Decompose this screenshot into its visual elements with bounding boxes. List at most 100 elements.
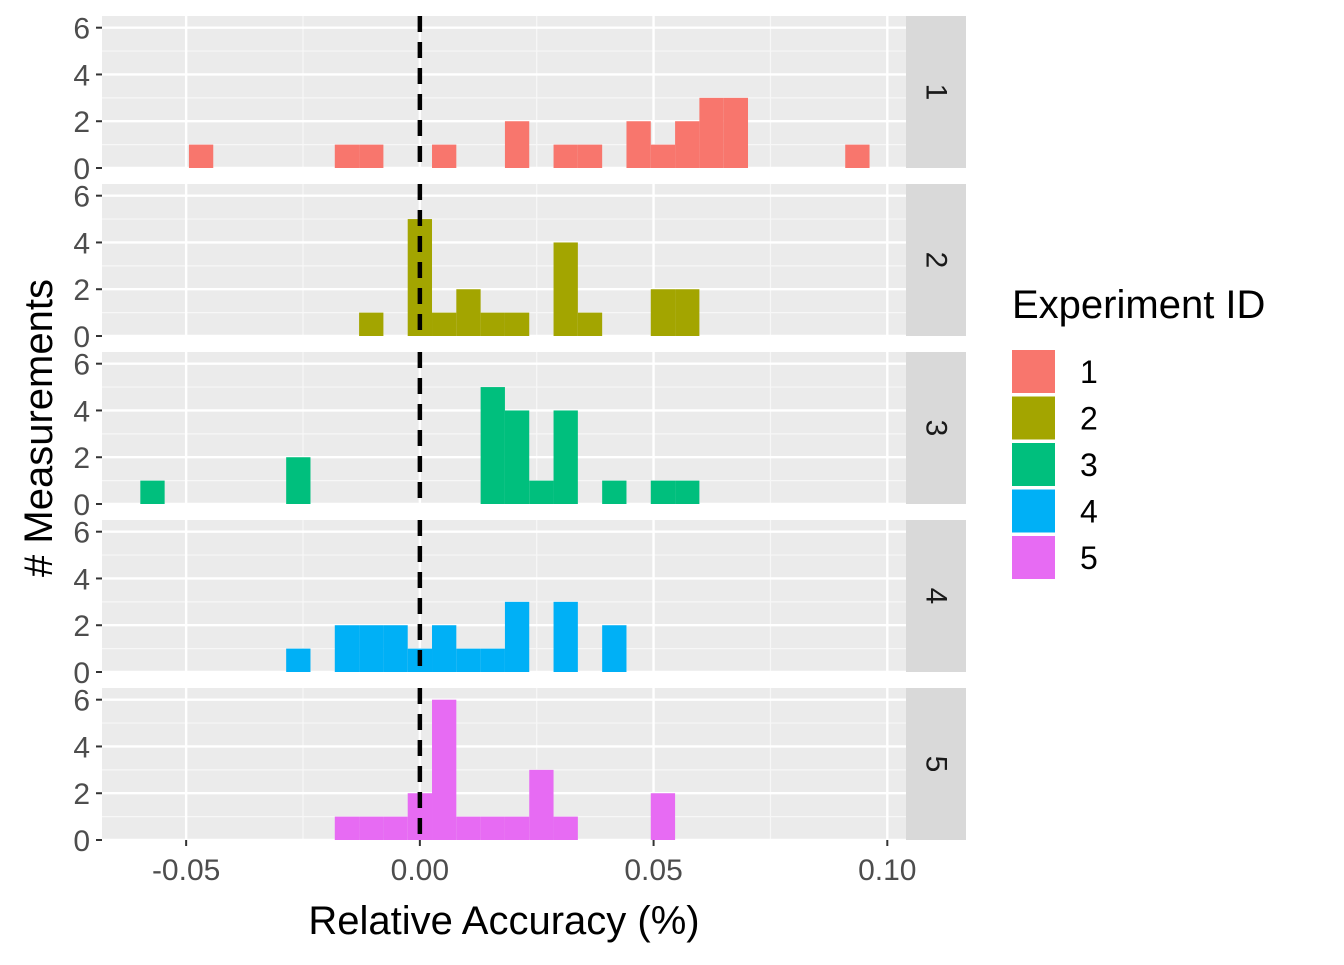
y-tick-label: 2	[73, 442, 90, 475]
histogram-bar-3	[286, 457, 311, 504]
histogram-bar-3	[504, 410, 530, 504]
panel-background-1	[102, 16, 906, 168]
histogram-bar-5	[432, 699, 457, 840]
histogram-bar-2	[432, 312, 457, 336]
facet-strip-3	[906, 352, 966, 504]
histogram-bar-3	[675, 480, 700, 504]
histogram-bar-5	[456, 816, 481, 840]
facet-strip-label: 2	[920, 252, 953, 269]
histogram-bar-5	[359, 816, 384, 840]
y-tick-label: 0	[73, 489, 90, 522]
panel-background-4	[102, 520, 906, 672]
y-tick-label: 6	[73, 349, 90, 382]
y-tick-label: 6	[73, 13, 90, 46]
histogram-bar-3	[480, 387, 505, 504]
y-tick-label: 2	[73, 778, 90, 811]
y-axis-title: # Measurements	[17, 279, 61, 577]
histogram-bar-1	[577, 144, 603, 168]
panel-background-2	[102, 184, 906, 336]
y-tick-label: 4	[73, 731, 90, 764]
y-tick-label: 4	[73, 59, 90, 92]
histogram-bar-1	[432, 144, 457, 168]
x-tick-label: 0.05	[624, 854, 682, 887]
y-tick-label: 4	[73, 563, 90, 596]
histogram-bar-4	[334, 625, 360, 672]
y-tick-label: 0	[73, 825, 90, 858]
histogram-bar-5	[383, 816, 408, 840]
facet-strip-2	[906, 184, 966, 336]
facet-strip-1	[906, 16, 966, 168]
histogram-bar-1	[845, 144, 870, 168]
facet-strip-label: 4	[920, 588, 953, 605]
histogram-bar-1	[723, 97, 749, 168]
x-axis-title: Relative Accuracy (%)	[308, 899, 699, 943]
facet-strip-label: 1	[920, 84, 953, 101]
histogram-bar-2	[504, 312, 530, 336]
y-tick-label: 2	[73, 106, 90, 139]
histogram-bar-2	[553, 242, 578, 336]
y-tick-label: 6	[73, 685, 90, 718]
histogram-bar-1	[675, 121, 700, 168]
legend-key-1	[1012, 350, 1055, 393]
histogram-bar-4	[359, 625, 384, 672]
histogram-bar-1	[699, 97, 724, 168]
histogram-bar-1	[650, 144, 676, 168]
histogram-bar-2	[480, 312, 505, 336]
histogram-bar-2	[359, 312, 384, 336]
y-tick-label: 6	[73, 181, 90, 214]
histogram-bar-5	[480, 816, 505, 840]
histogram-bar-4	[383, 625, 408, 672]
legend-key-2	[1012, 396, 1055, 440]
histogram-bar-3	[553, 410, 578, 504]
histogram-bar-5	[504, 816, 530, 840]
histogram-bar-3	[140, 480, 165, 504]
histogram-bar-2	[675, 289, 700, 336]
histogram-bar-1	[626, 121, 651, 168]
y-tick-label: 0	[73, 153, 90, 186]
legend-label: 4	[1080, 494, 1098, 530]
facet-strip-4	[906, 520, 966, 672]
histogram-bar-1	[553, 144, 578, 168]
facet-strip-5	[906, 688, 966, 840]
histogram-bar-4	[553, 601, 578, 672]
histogram-bar-4	[602, 625, 627, 672]
histogram-bar-5	[650, 793, 676, 840]
histogram-bar-1	[504, 121, 530, 168]
x-tick-label: 0.10	[858, 854, 916, 887]
y-tick-label: 4	[73, 227, 90, 260]
legend-label: 2	[1080, 401, 1098, 437]
histogram-bar-4	[432, 625, 457, 672]
histogram-bar-3	[650, 480, 676, 504]
legend-label: 3	[1080, 447, 1098, 483]
y-tick-label: 0	[73, 321, 90, 354]
legend-title: Experiment ID	[1012, 283, 1265, 327]
histogram-bar-4	[480, 648, 505, 672]
histogram-bar-2	[456, 289, 481, 336]
legend-key-3	[1012, 443, 1055, 486]
legend-label: 1	[1080, 354, 1098, 390]
histogram-bar-1	[359, 144, 384, 168]
facet-strip-label: 5	[920, 756, 953, 773]
x-tick-label: -0.05	[152, 854, 220, 887]
y-tick-label: 2	[73, 274, 90, 307]
y-tick-label: 2	[73, 610, 90, 643]
legend-label: 5	[1080, 540, 1098, 576]
legend-key-5	[1012, 536, 1055, 579]
histogram-bar-4	[286, 648, 311, 672]
x-tick-label: 0.00	[391, 854, 449, 887]
y-tick-label: 6	[73, 517, 90, 550]
histogram-bar-3	[529, 480, 554, 504]
y-tick-label: 0	[73, 657, 90, 690]
histogram-bar-5	[334, 816, 360, 840]
panel-background-5	[102, 688, 906, 840]
histogram-bar-5	[529, 769, 554, 840]
facet-strip-label: 3	[920, 420, 953, 437]
legend-key-4	[1012, 489, 1055, 533]
histogram-bar-5	[553, 816, 578, 840]
histogram-bar-4	[504, 601, 530, 672]
histogram-bar-2	[650, 289, 676, 336]
y-tick-label: 4	[73, 395, 90, 428]
histogram-bar-4	[456, 648, 481, 672]
histogram-bar-3	[602, 480, 627, 504]
